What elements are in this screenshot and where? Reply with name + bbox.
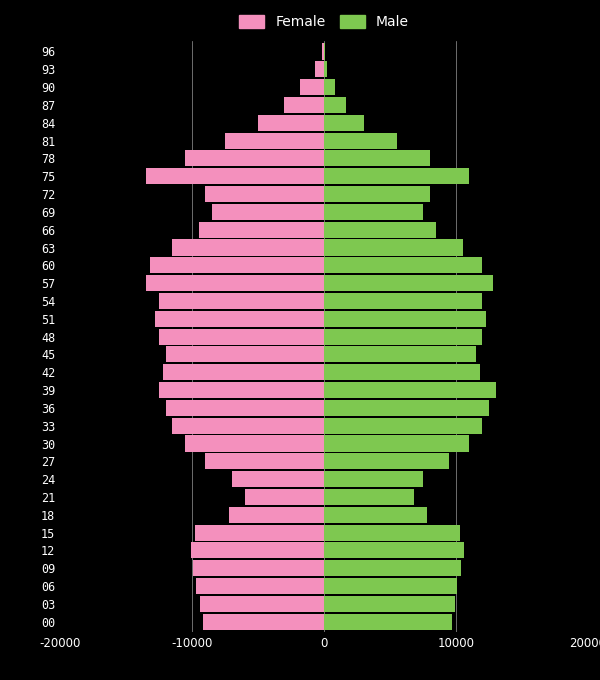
Bar [324, 186, 430, 202]
Bar [324, 293, 482, 309]
Bar [324, 613, 452, 630]
Bar [196, 578, 324, 594]
Bar [324, 364, 480, 380]
Bar [324, 489, 414, 505]
Bar [300, 79, 324, 95]
Bar [324, 328, 482, 345]
Bar [146, 168, 324, 184]
Bar [324, 524, 460, 541]
Bar [205, 186, 324, 202]
Bar [324, 382, 496, 398]
Bar [166, 346, 324, 362]
Bar [324, 543, 464, 558]
Bar [159, 382, 324, 398]
Bar [232, 471, 324, 487]
Bar [324, 596, 455, 612]
Bar [322, 44, 324, 60]
Bar [146, 275, 324, 291]
Bar [324, 79, 335, 95]
Bar [324, 560, 461, 576]
Bar [191, 543, 324, 558]
Legend: Female, Male: Female, Male [239, 15, 409, 29]
Bar [324, 150, 430, 167]
Bar [159, 293, 324, 309]
Bar [324, 275, 493, 291]
Bar [194, 524, 324, 541]
Bar [324, 578, 457, 594]
Bar [324, 133, 397, 149]
Bar [150, 257, 324, 273]
Bar [225, 133, 324, 149]
Bar [324, 257, 482, 273]
Bar [229, 507, 324, 523]
Bar [324, 115, 364, 131]
Bar [193, 560, 324, 576]
Bar [324, 97, 346, 113]
Bar [324, 346, 476, 362]
Bar [203, 613, 324, 630]
Bar [200, 596, 324, 612]
Bar [172, 418, 324, 434]
Bar [315, 61, 324, 78]
Bar [324, 168, 469, 184]
Bar [185, 150, 324, 167]
Bar [185, 435, 324, 452]
Bar [324, 471, 423, 487]
Bar [172, 239, 324, 256]
Bar [324, 311, 487, 327]
Bar [324, 435, 469, 452]
Bar [245, 489, 324, 505]
Bar [324, 239, 463, 256]
Bar [163, 364, 324, 380]
Bar [166, 400, 324, 416]
Bar [155, 311, 324, 327]
Bar [212, 204, 324, 220]
Bar [284, 97, 324, 113]
Bar [324, 61, 328, 78]
Bar [199, 222, 324, 238]
Bar [324, 454, 449, 469]
Bar [205, 454, 324, 469]
Bar [159, 328, 324, 345]
Bar [258, 115, 324, 131]
Bar [324, 418, 482, 434]
Bar [324, 44, 325, 60]
Bar [324, 222, 436, 238]
Bar [324, 400, 489, 416]
Bar [324, 204, 423, 220]
Bar [324, 507, 427, 523]
